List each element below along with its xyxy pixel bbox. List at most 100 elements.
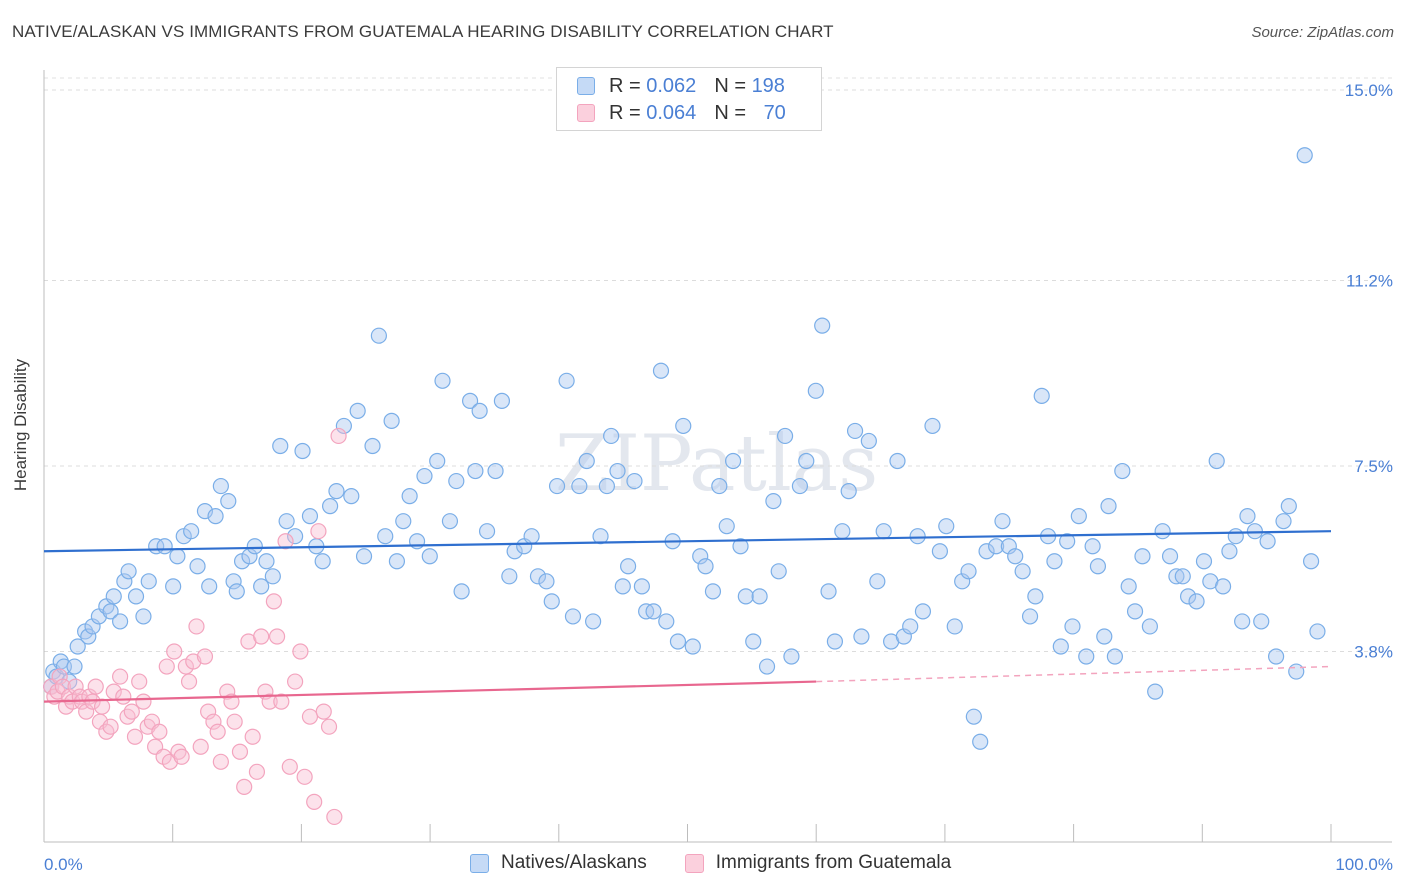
- point-natives: [614, 578, 631, 595]
- point-natives: [467, 462, 484, 480]
- point-natives: [140, 573, 157, 590]
- point-natives: [1046, 553, 1063, 570]
- point-natives: [603, 427, 620, 445]
- point-guatemala: [173, 748, 190, 765]
- point-natives: [902, 618, 919, 635]
- point-natives: [1059, 533, 1076, 550]
- point-natives: [355, 548, 373, 565]
- series-swatch-natives: [470, 853, 489, 873]
- point-guatemala: [330, 427, 347, 445]
- point-natives: [737, 588, 754, 605]
- point-natives: [364, 437, 381, 455]
- point-natives: [895, 628, 912, 645]
- point-natives: [501, 568, 518, 585]
- point-guatemala: [200, 703, 217, 720]
- point-natives: [1114, 462, 1131, 480]
- point-natives: [441, 513, 459, 530]
- legend-r-value-guatemala: 0.064: [646, 101, 697, 124]
- point-natives: [1214, 578, 1232, 595]
- point-guatemala: [155, 748, 172, 765]
- point-natives: [1168, 568, 1185, 585]
- series-legend-natives: Natives/Alaskans: [470, 852, 647, 874]
- point-natives: [1100, 498, 1117, 515]
- y-tick-label: 15.0%: [1345, 81, 1393, 100]
- point-natives: [1052, 638, 1069, 655]
- point-guatemala: [135, 693, 152, 710]
- point-guatemala: [219, 683, 236, 700]
- legend-row-natives: R = 0.062 N = 198: [577, 74, 785, 98]
- x-tick-label: 100.0%: [1335, 855, 1393, 874]
- point-natives: [745, 633, 762, 650]
- legend-row-guatemala: R = 0.064 N = 70: [577, 101, 786, 125]
- point-natives: [598, 477, 615, 495]
- point-natives: [669, 633, 687, 650]
- point-natives: [558, 372, 575, 389]
- trendline-guatemala: [43, 680, 817, 703]
- point-natives: [652, 362, 670, 379]
- point-natives: [1134, 548, 1151, 565]
- point-natives: [1267, 648, 1285, 665]
- point-guatemala: [315, 703, 332, 720]
- point-natives: [377, 528, 394, 545]
- point-natives: [548, 477, 566, 495]
- legend-r-label: R =: [609, 74, 641, 97]
- point-natives: [388, 553, 406, 570]
- point-natives: [988, 538, 1005, 555]
- legend-swatch-natives: [577, 77, 595, 95]
- point-natives: [278, 513, 295, 530]
- point-guatemala: [196, 648, 214, 665]
- x-tick-label: 0.0%: [44, 855, 83, 874]
- point-guatemala: [265, 593, 282, 610]
- point-natives: [523, 528, 540, 545]
- point-guatemala: [126, 728, 144, 745]
- series-label-guatemala: Immigrants from Guatemala: [715, 852, 952, 873]
- point-natives: [1014, 563, 1031, 580]
- point-natives: [924, 417, 941, 435]
- point-guatemala: [209, 723, 226, 740]
- point-natives: [1096, 628, 1113, 645]
- trendline-natives: [43, 530, 1332, 553]
- point-natives: [434, 372, 451, 389]
- point-guatemala: [277, 533, 294, 550]
- point-natives: [860, 432, 877, 450]
- point-natives: [169, 548, 186, 565]
- y-tick-label: 3.8%: [1354, 643, 1393, 662]
- point-natives: [370, 327, 387, 344]
- point-natives: [1227, 528, 1244, 545]
- point-guatemala: [248, 763, 266, 780]
- point-natives: [1296, 147, 1313, 164]
- point-guatemala: [166, 643, 183, 660]
- point-natives: [401, 488, 418, 505]
- point-guatemala: [180, 673, 198, 690]
- point-guatemala: [326, 808, 343, 826]
- point-natives: [711, 477, 728, 495]
- y-tick-label: 11.2%: [1346, 272, 1393, 291]
- point-natives: [120, 563, 137, 580]
- point-natives: [620, 558, 637, 575]
- point-natives: [571, 477, 588, 495]
- point-natives: [770, 563, 787, 580]
- point-natives: [1084, 538, 1101, 555]
- point-natives: [116, 573, 133, 590]
- point-guatemala: [320, 718, 338, 735]
- point-natives: [697, 558, 714, 575]
- point-natives: [1208, 452, 1225, 470]
- legend-n-value-guatemala: 70: [763, 101, 786, 124]
- point-natives: [732, 538, 749, 555]
- point-natives: [220, 493, 237, 510]
- point-natives: [207, 508, 224, 525]
- series-label-natives: Natives/Alaskans: [501, 852, 647, 873]
- point-natives: [1275, 513, 1292, 530]
- point-natives: [1195, 553, 1213, 570]
- point-natives: [543, 593, 560, 610]
- chart-source: Source: ZipAtlas.com: [1251, 24, 1394, 41]
- point-guatemala: [131, 673, 148, 690]
- legend-n-value-natives: 198: [751, 74, 785, 97]
- point-natives: [272, 437, 289, 455]
- point-guatemala: [78, 703, 95, 720]
- point-natives: [798, 452, 815, 470]
- point-natives: [112, 613, 129, 630]
- point-natives: [294, 442, 311, 460]
- point-natives: [84, 618, 101, 635]
- point-guatemala: [268, 628, 286, 645]
